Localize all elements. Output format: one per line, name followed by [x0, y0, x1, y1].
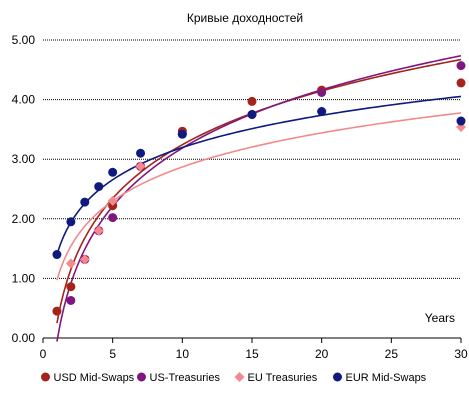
legend-item: USD Mid-Swaps — [41, 372, 135, 384]
y-tick-label: 5.00 — [12, 33, 36, 47]
data-point — [79, 254, 90, 265]
x-tick-label: 10 — [176, 347, 190, 361]
data-point — [456, 61, 466, 71]
legend-label: EUR Mid-Swaps — [346, 372, 427, 384]
data-point — [52, 306, 62, 316]
legend-marker — [333, 372, 342, 382]
data-point — [108, 213, 118, 223]
data-point — [66, 295, 76, 305]
legend-item: US-Treasuries — [137, 372, 220, 384]
x-tick-label: 25 — [385, 347, 399, 361]
trendline-eu-treasuries — [56, 112, 462, 281]
trendline-eur-mid-swaps — [56, 95, 462, 255]
data-point — [317, 107, 327, 117]
y-tick-label: 1.00 — [12, 271, 36, 285]
data-point — [80, 197, 90, 207]
data-point — [107, 195, 118, 206]
chart-title: Кривые доходностей — [187, 11, 303, 25]
data-point — [93, 225, 104, 236]
legend-label: USD Mid-Swaps — [54, 372, 135, 384]
y-tick-label: 2.00 — [12, 212, 36, 226]
data-point — [177, 129, 187, 139]
data-point-layer — [52, 61, 466, 316]
x-tick-label: 20 — [315, 347, 329, 361]
data-point — [108, 167, 118, 177]
legend-marker — [234, 372, 245, 382]
legend-marker — [41, 372, 50, 382]
y-tick-label: 0.00 — [12, 331, 36, 345]
legend-item: EUR Mid-Swaps — [333, 372, 427, 384]
data-point — [136, 148, 146, 158]
data-point — [317, 87, 327, 97]
data-point — [52, 250, 62, 260]
data-point — [66, 282, 76, 292]
axis-layer: 0.00 1.00 2.00 3.00 4.00 5.00 0 5 10 15 20 25 30 — [12, 33, 468, 361]
x-tick-label: 0 — [40, 347, 47, 361]
y-tick-label: 3.00 — [12, 152, 36, 166]
data-point — [135, 161, 146, 172]
legend-item: EU Treasuries — [234, 372, 318, 384]
data-point — [66, 217, 76, 227]
grid-layer — [43, 39, 461, 279]
legend: USD Mid-Swaps US-Treasuries EU Treasuries E… — [41, 372, 427, 384]
data-point — [65, 258, 76, 269]
data-point — [247, 96, 257, 106]
data-point — [456, 78, 466, 88]
data-point — [94, 182, 104, 192]
legend-label: US-Treasuries — [150, 372, 221, 384]
data-point — [247, 110, 257, 119]
trendline-layer — [56, 54, 462, 342]
legend-marker — [137, 372, 146, 382]
x-axis-annotation: Years — [425, 311, 455, 325]
legend-label: EU Treasuries — [248, 372, 318, 384]
x-tick-label: 30 — [454, 347, 468, 361]
data-point — [456, 116, 466, 126]
y-tick-label: 4.00 — [12, 93, 36, 107]
x-tick-label: 5 — [109, 347, 116, 361]
x-tick-label: 15 — [245, 347, 259, 361]
